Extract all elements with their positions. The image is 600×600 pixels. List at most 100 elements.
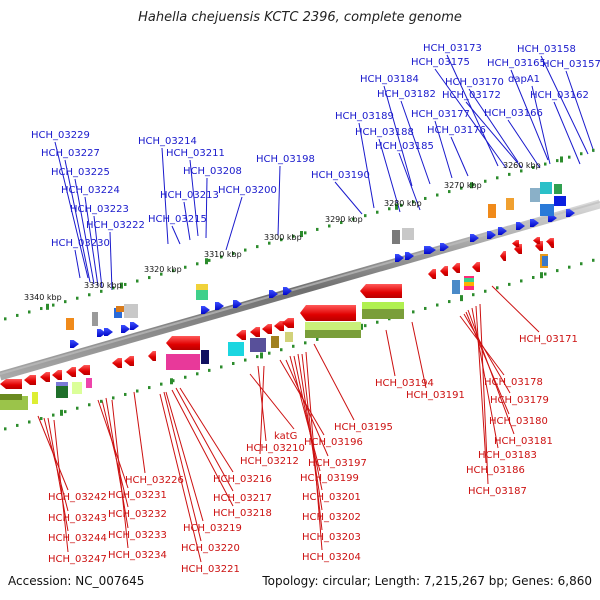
bottom-label-leader-line <box>479 303 489 485</box>
kbp-tick-label: 3260 kbp <box>503 161 541 170</box>
top-label-leader-line <box>93 215 103 289</box>
major-tick <box>395 203 398 210</box>
yellow-feature-block <box>32 392 38 404</box>
top-label-leader-line <box>64 159 91 283</box>
top-gene-label: HCH_03189 <box>335 111 394 122</box>
top-label-leader-line <box>74 178 95 285</box>
bottom-gene-label: HCH_03234 <box>108 550 167 561</box>
top-gene-label: HCH_03166 <box>484 108 543 119</box>
forward-gene-arrow <box>70 340 79 348</box>
top-label-leader-line <box>540 55 589 155</box>
reverse-gene-arrow <box>124 356 134 366</box>
top-gene-label: HCH_03223 <box>70 204 129 215</box>
major-tick <box>560 156 563 163</box>
bottom-dot-tick <box>496 286 499 290</box>
top-dot-tick <box>40 307 43 311</box>
top-gene-label: HCH_03225 <box>51 167 110 178</box>
reverse-gene-arrow <box>40 372 50 382</box>
bottom-label-leader-line <box>385 329 396 377</box>
bottom-label-leader-line <box>305 351 323 551</box>
top-gene-label: HCH_03200 <box>218 185 277 196</box>
bottom-gene-label: HCH_03217 <box>213 493 272 504</box>
bottom-dot-tick <box>256 355 259 359</box>
major-tick <box>60 409 63 416</box>
top-label-leader-line <box>358 122 375 209</box>
blue-feature-block <box>452 280 460 294</box>
top-dot-tick <box>508 172 511 176</box>
reverse-gene-arrow <box>472 262 480 272</box>
top-dot-tick <box>256 245 259 249</box>
top-dot-tick <box>88 293 91 297</box>
kbp-tick-label: 3280 kbp <box>384 199 422 208</box>
top-dot-tick <box>100 289 103 293</box>
orange-feature-block <box>506 198 514 210</box>
top-label-leader-line <box>225 196 243 251</box>
forward-gene-arrow <box>498 227 507 235</box>
forward-gene-arrow <box>470 234 479 242</box>
light-feature-block <box>72 382 82 394</box>
bottom-dot-tick <box>544 272 547 276</box>
top-dot-tick <box>112 286 115 290</box>
bottom-gene-label: HCH_03180 <box>489 416 548 427</box>
bottom-gene-label: HCH_03203 <box>302 532 361 543</box>
purple-feature-block <box>56 382 68 386</box>
top-gene-label: HCH_03198 <box>256 154 315 165</box>
top-dot-tick <box>592 148 595 152</box>
top-dot-tick <box>532 165 535 169</box>
bottom-dot-tick <box>160 382 163 386</box>
kbp-tick-label: 3290 kbp <box>325 215 363 224</box>
accession-text: Accession: NC_007645 <box>8 574 145 588</box>
top-gene-label: HCH_03175 <box>411 57 470 68</box>
bottom-gene-label: HCH_03210 <box>246 443 305 454</box>
bottom-label-leader-line <box>259 365 265 455</box>
top-dot-tick <box>220 255 223 259</box>
top-gene-label: HCH_03157 <box>542 59 600 70</box>
top-label-leader-line <box>171 225 181 245</box>
bottom-dot-tick <box>88 403 91 407</box>
top-label-leader-line <box>465 101 523 169</box>
bottom-dot-tick <box>532 275 535 279</box>
orange-feature-block <box>116 306 124 312</box>
top-gene-label: HCH_03172 <box>442 90 501 101</box>
bottom-dot-tick <box>16 423 19 427</box>
bottom-dot-tick <box>208 368 211 372</box>
bottom-dot-tick <box>172 379 175 383</box>
bottom-dot-tick <box>232 361 235 365</box>
top-dot-tick <box>496 176 499 180</box>
forward-gene-arrow <box>516 222 525 230</box>
top-gene-label: HCH_03229 <box>31 130 90 141</box>
bottom-dot-tick <box>76 406 79 410</box>
yellow-feature-block <box>196 284 208 290</box>
bottom-label-leader-line <box>411 321 427 389</box>
bottom-dot-tick <box>436 303 439 307</box>
bottom-gene-label: HCH_03233 <box>108 530 167 541</box>
navy-feature-block <box>201 350 209 364</box>
reverse-gene-arrow <box>66 367 76 377</box>
reverse-gene-arrow <box>78 365 90 375</box>
bottom-label-leader-line <box>175 387 234 492</box>
top-dot-tick <box>364 214 367 218</box>
top-gene-label: HCH_03230 <box>51 238 110 249</box>
forward-gene-arrow <box>97 329 106 337</box>
top-dot-tick <box>448 190 451 194</box>
reverse-gene-arrow <box>236 330 246 340</box>
bottom-gene-label: HCH_03232 <box>108 509 167 520</box>
bottom-dot-tick <box>40 417 43 421</box>
bottom-label-leader-line <box>165 391 204 522</box>
reverse-gene-arrow <box>148 351 156 361</box>
bottom-dot-tick <box>508 282 511 286</box>
top-dot-tick <box>4 317 7 321</box>
bottom-dot-tick <box>4 427 7 431</box>
major-tick <box>205 258 208 265</box>
bottom-gene-label: HCH_03196 <box>304 437 363 448</box>
bottom-label-leader-line <box>293 355 323 491</box>
grey-feature-block <box>392 230 400 244</box>
top-gene-label: HCH_03227 <box>41 148 100 159</box>
magenta-feature-block <box>166 354 200 370</box>
dark-green-feature-block <box>56 384 68 398</box>
bottom-dot-tick <box>568 265 571 269</box>
top-dot-tick <box>124 282 127 286</box>
forward-gene-arrow <box>121 325 130 333</box>
bottom-gene-label: HCH_03221 <box>181 564 240 575</box>
top-dot-tick <box>556 159 559 163</box>
